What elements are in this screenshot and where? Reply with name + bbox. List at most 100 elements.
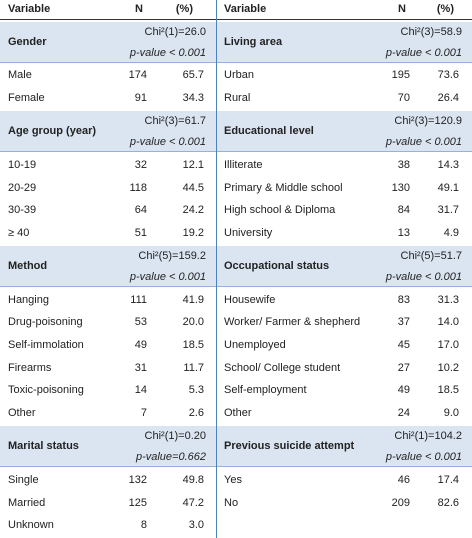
section-title: Educational level [224, 125, 314, 138]
row-pct: 49.1 [437, 181, 459, 194]
row-n: 70 [397, 92, 410, 105]
section-p-value: p-value < 0.001 [385, 47, 462, 59]
row-n: 84 [397, 204, 410, 217]
row-label: Single [8, 473, 39, 486]
section-band [0, 426, 216, 468]
row-n: 27 [397, 361, 410, 374]
header-n: N [398, 3, 406, 15]
row-n: 38 [397, 158, 410, 171]
section-p-value: p-value < 0.001 [385, 451, 462, 464]
section-title: Marital status [8, 440, 79, 453]
row-pct: 3.0 [188, 519, 204, 532]
row-label: University [224, 226, 273, 239]
row-label: Toxic-poisoning [8, 384, 84, 397]
row-pct: 5.3 [188, 384, 204, 397]
row-n: 83 [397, 293, 410, 306]
row-pct: 73.6 [437, 69, 459, 82]
row-label: Unemployed [224, 339, 286, 351]
row-label: 30-39 [8, 204, 37, 217]
row-n: 125 [128, 496, 147, 509]
row-pct: 41.9 [182, 293, 204, 306]
row-pct: 20.0 [182, 316, 204, 329]
row-pct: 9.0 [443, 407, 459, 420]
section-title: Age group (year) [8, 125, 97, 138]
section-title: Previous suicide attempt [224, 440, 355, 453]
row-n: 13 [397, 226, 410, 239]
row-pct: 2.6 [188, 407, 204, 420]
row-n: 53 [134, 316, 147, 329]
row-n: 51 [134, 226, 147, 239]
row-n: 118 [129, 181, 147, 194]
row-label: 20-29 [8, 181, 37, 194]
row-pct: 26.4 [437, 92, 459, 105]
row-pct: 18.5 [437, 384, 459, 397]
row-n: 24 [397, 407, 410, 420]
row-n: 14 [134, 384, 147, 397]
row-label: Other [224, 407, 252, 420]
row-label: Urban [224, 69, 254, 82]
row-pct: 12.1 [182, 158, 204, 171]
header-pct: (%) [175, 3, 193, 15]
row-pct: 11.7 [183, 361, 204, 374]
section-p-value: p-value < 0.001 [129, 47, 206, 59]
section-p-value: p-value < 0.001 [385, 271, 462, 284]
row-label: Yes [224, 473, 242, 486]
row-n: 49 [397, 384, 410, 397]
row-label: Rural [224, 92, 251, 105]
row-n: 195 [391, 69, 410, 82]
row-label: Hanging [8, 293, 49, 306]
row-pct: 4.9 [443, 226, 459, 239]
section-band [0, 22, 216, 63]
header-variable: Variable [224, 3, 267, 15]
header-n: N [135, 3, 143, 15]
section-band [217, 111, 472, 153]
row-pct: 24.2 [182, 204, 204, 217]
row-label: Married [8, 496, 46, 509]
section-statistic: Chi²(1)=0.20 [144, 430, 206, 443]
row-label: Unknown [8, 519, 54, 532]
row-pct: 17.4 [437, 473, 459, 486]
row-pct: 10.2 [437, 361, 459, 374]
section-p-value: p-value < 0.001 [385, 136, 462, 149]
section-p-value: p-value=0.662 [135, 451, 206, 464]
row-pct: 65.7 [182, 69, 204, 82]
row-pct: 14.0 [437, 316, 459, 329]
section-statistic: Chi²(5)=51.7 [400, 250, 462, 263]
section-statistic: Chi²(1)=104.2 [394, 430, 462, 443]
row-label: Self-employment [224, 384, 307, 397]
row-label: Drug-poisoning [8, 316, 83, 329]
section-statistic: Chi²(1)=26.0 [144, 26, 206, 38]
header-variable: Variable [8, 3, 51, 15]
row-label: Firearms [8, 361, 52, 374]
row-n: 132 [128, 473, 147, 486]
row-label: ≥ 40 [8, 226, 30, 239]
row-label: No [224, 496, 239, 509]
row-pct: 82.6 [437, 496, 459, 509]
section-title: Occupational status [224, 260, 330, 273]
section-p-value: p-value < 0.001 [129, 271, 206, 284]
row-pct: 17.0 [437, 339, 459, 351]
header-pct: (%) [436, 3, 454, 15]
row-n: 32 [134, 158, 147, 171]
section-title: Living area [224, 36, 283, 48]
row-pct: 18.5 [182, 339, 204, 351]
section-statistic: Chi²(3)=61.7 [144, 115, 206, 128]
row-label: Worker/ Farmer & shepherd [224, 316, 361, 329]
row-label: Female [8, 92, 45, 105]
section-band [217, 22, 472, 63]
row-n: 37 [397, 316, 410, 329]
row-label: Housewife [224, 293, 276, 306]
row-n: 7 [140, 407, 147, 420]
row-label: Male [8, 69, 32, 82]
section-band [0, 111, 216, 153]
row-label: High school & Diploma [224, 204, 336, 217]
row-pct: 31.3 [437, 293, 459, 306]
row-label: Primary & Middle school [224, 181, 343, 194]
section-title: Gender [8, 36, 47, 48]
row-n: 46 [397, 473, 410, 486]
row-n: 31 [134, 361, 147, 374]
row-pct: 14.3 [437, 158, 459, 171]
row-n: 8 [140, 519, 147, 532]
row-n: 174 [128, 69, 147, 82]
